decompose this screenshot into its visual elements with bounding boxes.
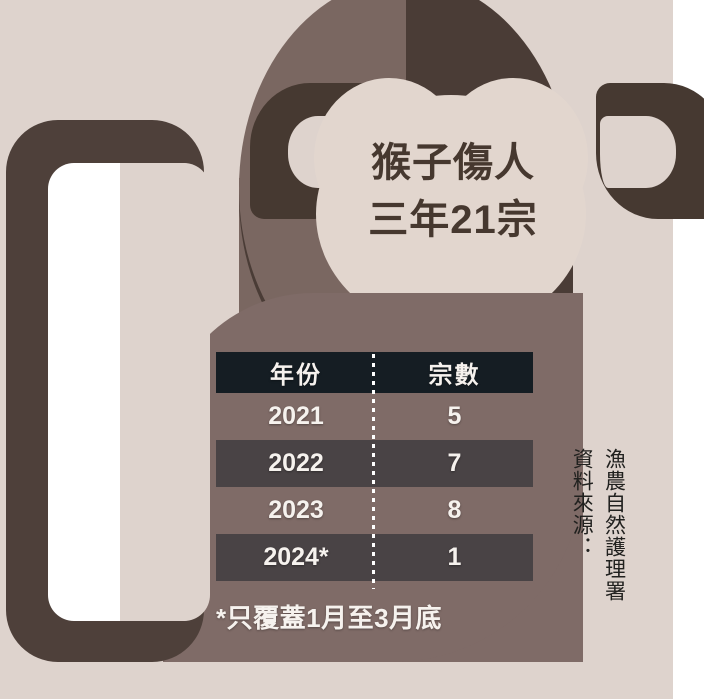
cell-count: 1 xyxy=(447,543,462,571)
column-header-year: 年份 xyxy=(270,362,322,389)
cell-year: 2024* xyxy=(263,543,329,571)
table-row: 2023 8 xyxy=(216,487,533,534)
table-footnote: *只覆蓋1月至3月底 xyxy=(216,603,443,633)
title-line-2: 三年21宗 xyxy=(368,197,538,242)
monkey-arm-inner-beige xyxy=(120,163,210,621)
cell-count: 5 xyxy=(447,402,462,430)
cell-count: 7 xyxy=(447,449,462,477)
cell-year: 2021 xyxy=(268,402,324,430)
cell-count: 8 xyxy=(447,496,462,524)
table-column-divider xyxy=(372,354,375,589)
source-credit-label: 資料來源： xyxy=(570,448,594,558)
monkey-ear-right-inner xyxy=(600,116,676,188)
table-row: 2021 5 xyxy=(216,393,533,440)
source-credit: 漁農自然護理署 資料來源： xyxy=(570,448,625,602)
column-header-count: 宗數 xyxy=(428,362,481,389)
page-title: 猴子傷人 三年21宗 xyxy=(340,135,566,249)
cell-year: 2022 xyxy=(268,449,324,477)
cell-year: 2023 xyxy=(268,496,324,524)
title-line-1: 猴子傷人 xyxy=(371,141,535,185)
source-credit-name: 漁農自然護理署 xyxy=(602,448,626,602)
